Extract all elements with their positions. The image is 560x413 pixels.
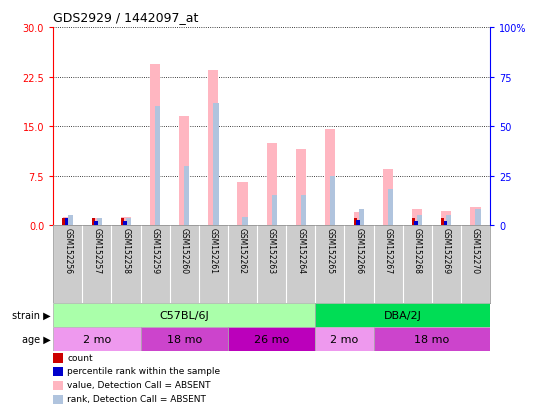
Text: GSM152268: GSM152268 — [413, 228, 422, 274]
Bar — [121, 218, 131, 225]
Bar — [272, 196, 277, 225]
Bar — [441, 211, 451, 225]
Text: 2 mo: 2 mo — [83, 334, 111, 344]
Bar — [444, 221, 447, 225]
Bar — [63, 218, 73, 225]
Text: C57BL/6J: C57BL/6J — [160, 310, 209, 320]
Bar — [155, 107, 160, 225]
Bar — [213, 104, 218, 225]
Bar — [388, 190, 393, 225]
Text: GSM152266: GSM152266 — [354, 228, 363, 274]
Bar — [68, 216, 73, 225]
Bar — [354, 212, 364, 225]
Bar — [126, 218, 131, 225]
Text: GSM152258: GSM152258 — [122, 228, 130, 274]
Text: GSM152257: GSM152257 — [92, 228, 101, 274]
Text: GSM152265: GSM152265 — [325, 228, 334, 274]
Bar — [446, 216, 451, 225]
Text: 18 mo: 18 mo — [167, 334, 202, 344]
Bar — [97, 218, 102, 225]
Text: 18 mo: 18 mo — [414, 334, 449, 344]
Bar — [412, 209, 422, 225]
Text: GSM152269: GSM152269 — [442, 228, 451, 274]
Bar — [92, 219, 95, 225]
Bar — [330, 176, 335, 225]
Bar — [184, 166, 189, 225]
Bar — [315, 328, 374, 351]
Bar — [150, 64, 160, 225]
Bar — [296, 150, 306, 225]
Bar — [412, 219, 416, 225]
Text: GSM152267: GSM152267 — [384, 228, 393, 274]
Bar — [141, 328, 228, 351]
Bar — [267, 143, 277, 225]
Bar — [242, 218, 248, 225]
Text: percentile rank within the sample: percentile rank within the sample — [67, 367, 220, 375]
Text: GSM152259: GSM152259 — [151, 228, 160, 274]
Bar — [354, 219, 357, 225]
Bar — [414, 221, 418, 225]
Bar — [237, 183, 248, 225]
Text: value, Detection Call = ABSENT: value, Detection Call = ABSENT — [67, 380, 211, 389]
Text: GSM152261: GSM152261 — [209, 228, 218, 274]
Text: age ▶: age ▶ — [22, 334, 50, 344]
Bar — [53, 328, 141, 351]
Text: GSM152264: GSM152264 — [296, 228, 305, 274]
Text: GSM152260: GSM152260 — [180, 228, 189, 274]
Bar — [123, 221, 127, 225]
Text: GSM152256: GSM152256 — [63, 228, 72, 274]
Bar — [383, 170, 393, 225]
Text: strain ▶: strain ▶ — [12, 310, 50, 320]
Bar — [470, 207, 480, 225]
Text: DBA/2J: DBA/2J — [384, 310, 422, 320]
Bar — [301, 196, 306, 225]
Bar — [208, 71, 218, 225]
Text: count: count — [67, 353, 93, 362]
Text: GSM152262: GSM152262 — [238, 228, 247, 274]
Bar — [441, 219, 445, 225]
Text: rank, Detection Call = ABSENT: rank, Detection Call = ABSENT — [67, 394, 206, 403]
Text: 2 mo: 2 mo — [330, 334, 358, 344]
Bar — [359, 210, 364, 225]
Bar — [65, 218, 68, 225]
Bar — [356, 221, 360, 225]
Bar — [374, 328, 490, 351]
Bar — [121, 219, 124, 225]
Bar — [53, 304, 315, 327]
Bar — [315, 304, 490, 327]
Text: GDS2929 / 1442097_at: GDS2929 / 1442097_at — [53, 11, 199, 24]
Bar — [475, 210, 480, 225]
Bar — [92, 218, 102, 225]
Bar — [417, 216, 422, 225]
Bar — [94, 221, 97, 225]
Bar — [63, 219, 66, 225]
Bar — [325, 130, 335, 225]
Text: GSM152263: GSM152263 — [267, 228, 276, 274]
Bar — [228, 328, 315, 351]
Bar — [179, 117, 189, 225]
Text: GSM152270: GSM152270 — [471, 228, 480, 274]
Text: 26 mo: 26 mo — [254, 334, 289, 344]
